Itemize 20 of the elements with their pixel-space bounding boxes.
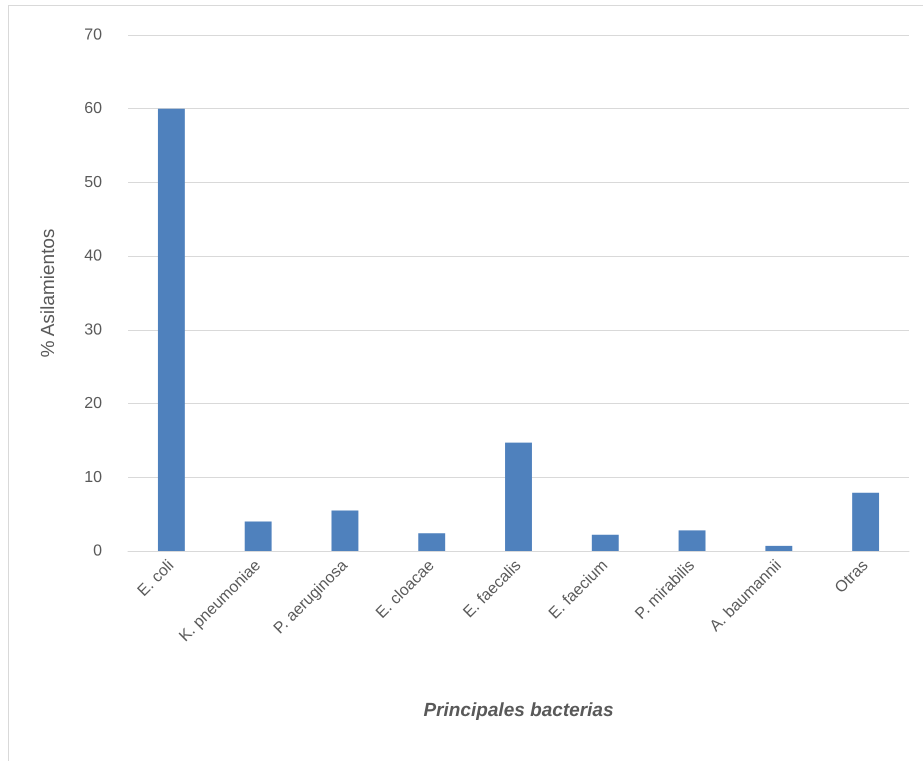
y-tick-label: 70 — [84, 26, 102, 44]
y-tick-label: 0 — [93, 542, 102, 560]
y-axis-title: % Asilamientos — [38, 228, 59, 358]
y-tick-label: 30 — [84, 321, 102, 338]
x-tick-label: E. coli — [134, 556, 178, 600]
bar — [505, 442, 532, 551]
y-tick-label: 20 — [84, 395, 102, 412]
bar — [418, 533, 446, 551]
bar — [244, 522, 272, 551]
bar — [678, 530, 706, 551]
y-tick-label: 60 — [84, 100, 102, 118]
bar — [852, 492, 880, 551]
y-tick-label: 40 — [84, 248, 102, 265]
y-tick-label: 50 — [84, 174, 102, 191]
bar — [158, 108, 185, 551]
y-tick-label: 10 — [84, 468, 102, 486]
x-axis-title: Principales bacterias — [423, 700, 614, 721]
bar — [331, 510, 358, 551]
bar — [592, 534, 619, 551]
bar — [765, 546, 792, 551]
